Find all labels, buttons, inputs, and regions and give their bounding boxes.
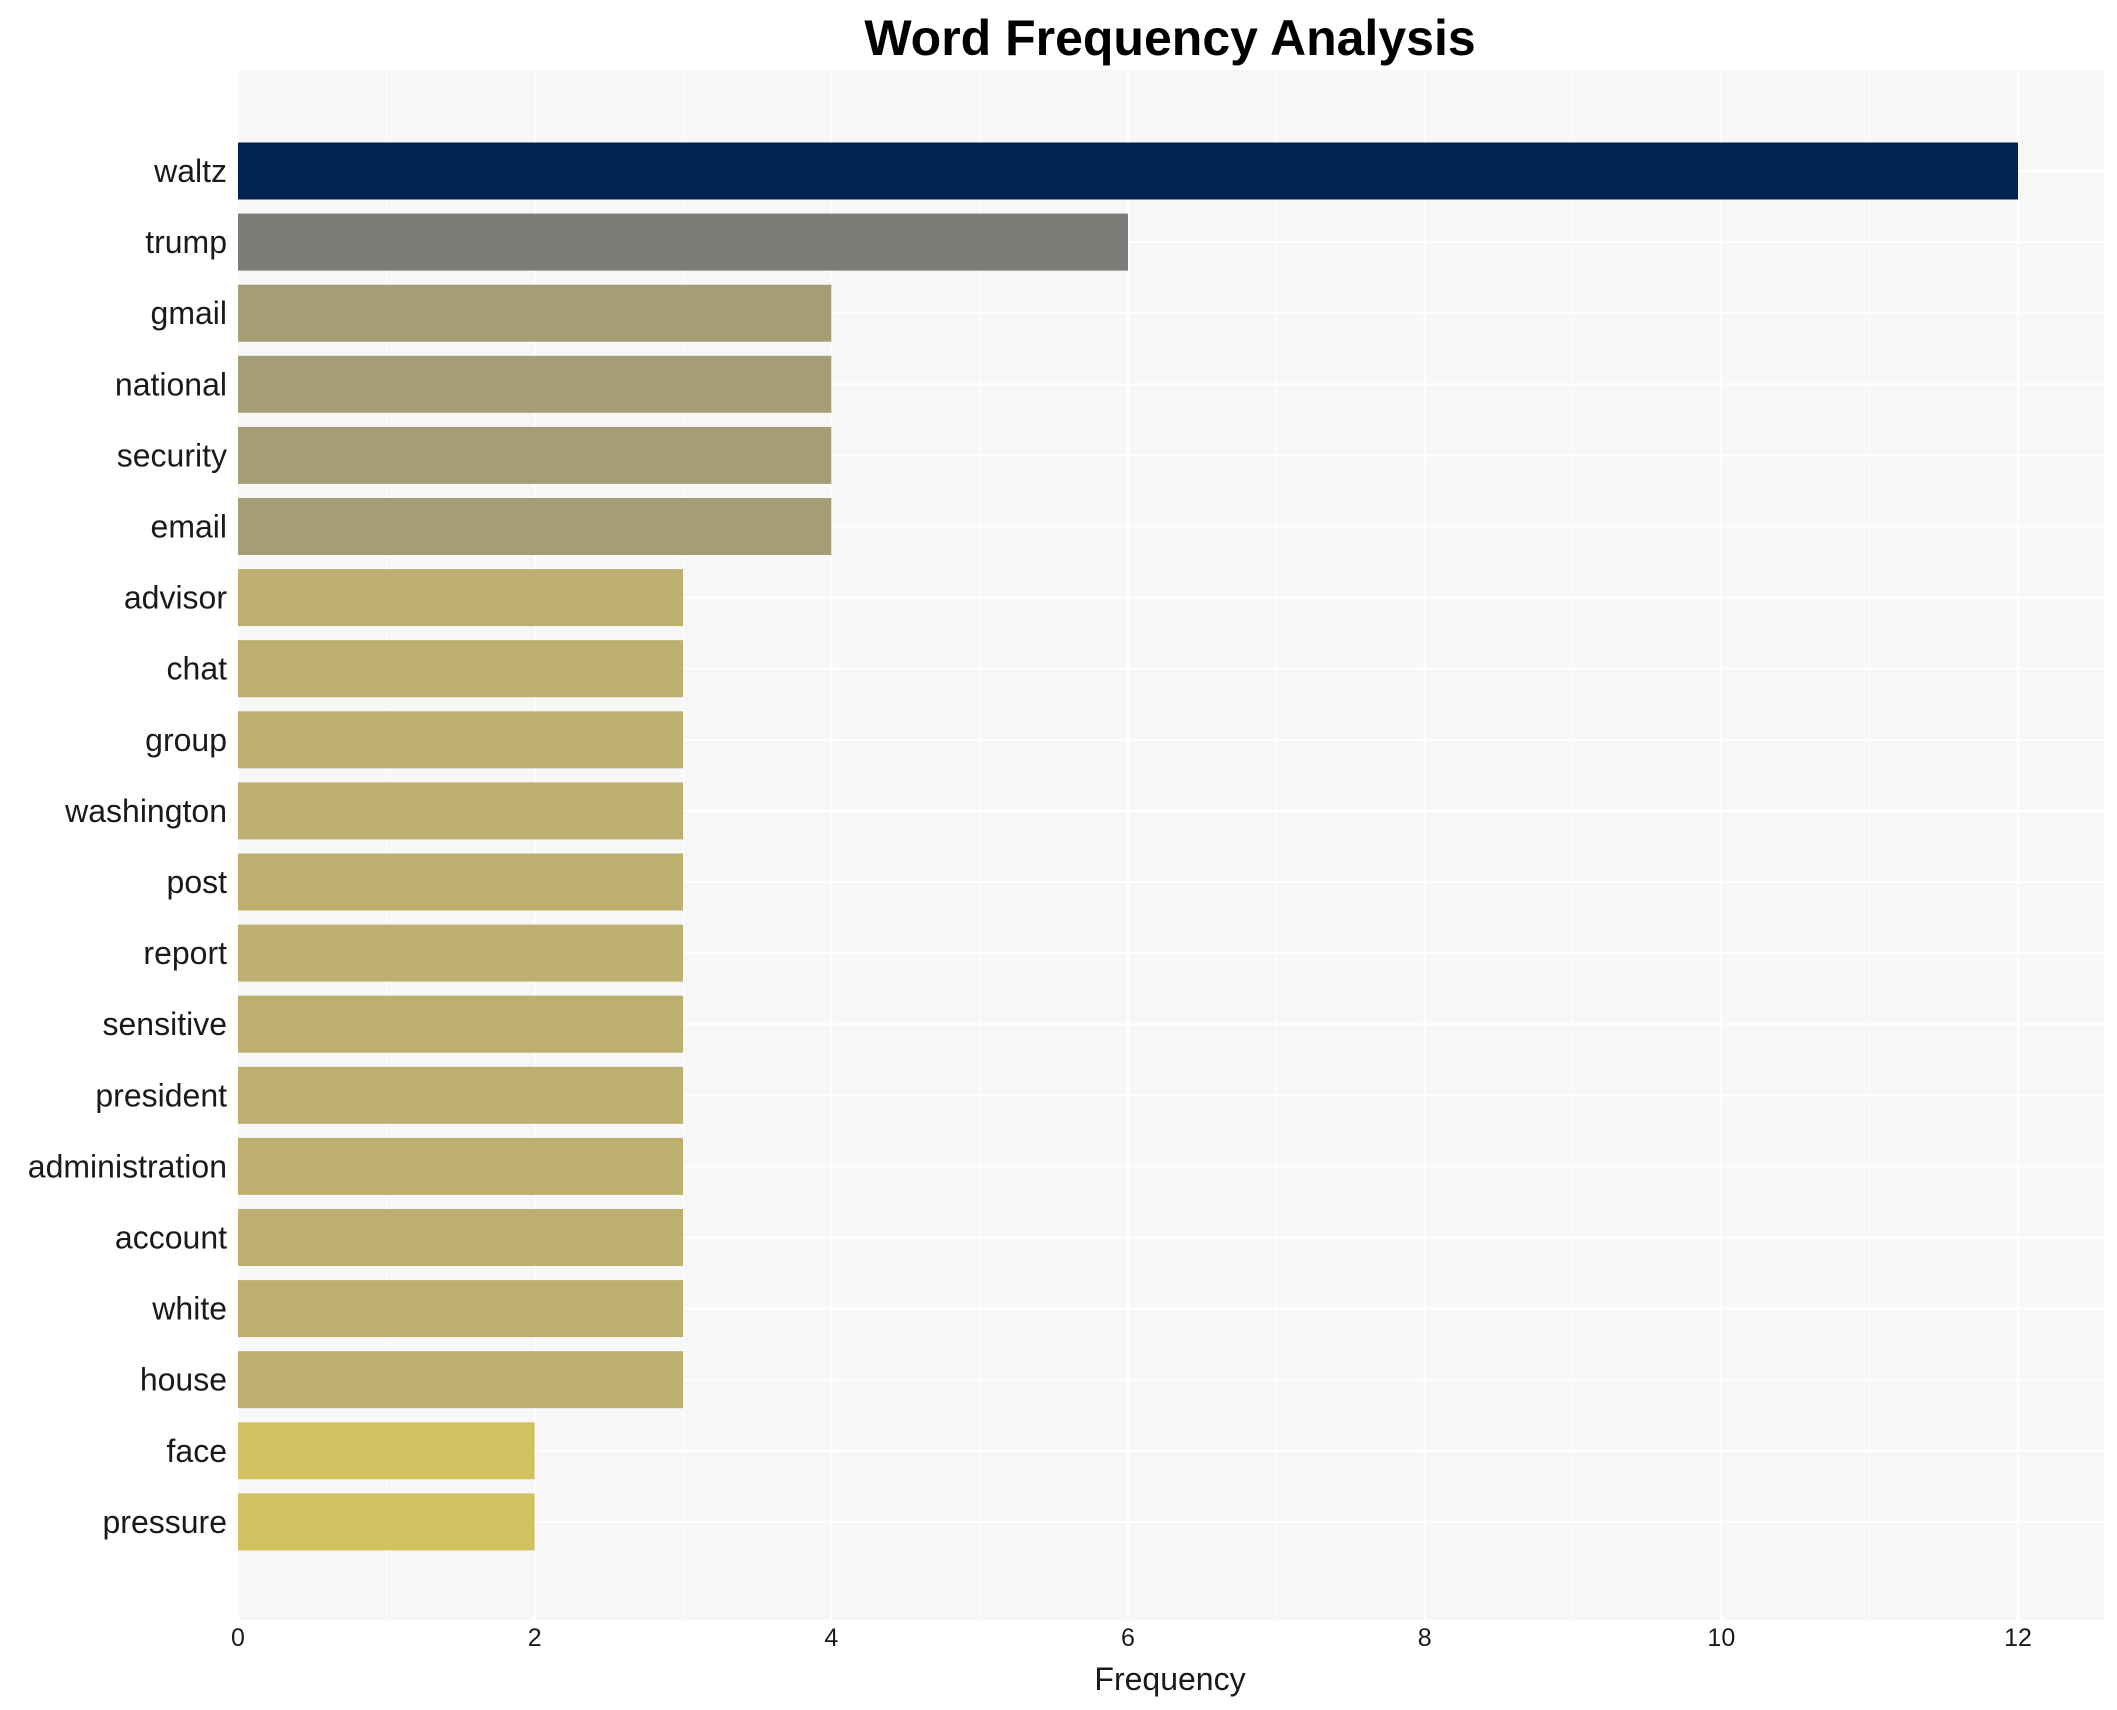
category-label-sensitive: sensitive (103, 1006, 228, 1042)
category-label-advisor: advisor (124, 580, 228, 616)
grid-lines (236, 70, 2104, 1620)
bar-pressure (238, 1493, 535, 1551)
bar-president (238, 1066, 683, 1124)
bar-administration (238, 1137, 683, 1195)
x-tick-label: 2 (528, 1624, 542, 1652)
category-label-chat: chat (167, 651, 228, 687)
category-label-national: national (115, 366, 227, 402)
bar-waltz (238, 142, 2018, 200)
category-label-president: president (95, 1077, 227, 1113)
bar-advisor (238, 569, 683, 627)
bar-account (238, 1209, 683, 1266)
category-label-waltz: waltz (153, 153, 227, 189)
bars (238, 142, 2018, 1551)
bar-post (238, 853, 683, 911)
bar-report (238, 924, 683, 982)
category-label-pressure: pressure (103, 1504, 228, 1540)
bar-email (238, 498, 832, 555)
category-label-gmail: gmail (151, 295, 227, 331)
bar-sensitive (238, 995, 683, 1053)
category-label-house: house (140, 1362, 227, 1398)
category-label-administration: administration (28, 1148, 227, 1184)
x-axis-ticks: 0 2 4 6 8 10 12 (231, 1624, 2032, 1652)
category-label-post: post (167, 864, 228, 900)
bar-washington (238, 782, 683, 840)
category-label-report: report (143, 935, 227, 971)
category-labels: waltz trump gmail national security email advi… (28, 153, 228, 1540)
category-label-trump: trump (145, 224, 227, 260)
category-label-group: group (145, 722, 227, 758)
bar-group (238, 711, 683, 769)
x-tick-label: 6 (1121, 1624, 1135, 1652)
category-label-security: security (117, 437, 227, 473)
category-label-account: account (115, 1220, 227, 1256)
bar-trump (238, 213, 1128, 271)
chart-title: Word Frequency Analysis (864, 10, 1475, 66)
bar-gmail (238, 284, 832, 342)
bar-national (238, 355, 832, 413)
x-tick-label: 0 (231, 1624, 245, 1652)
x-tick-label: 12 (2004, 1624, 2032, 1652)
x-tick-label: 4 (824, 1624, 838, 1652)
x-axis-title: Frequency (1094, 1661, 1245, 1697)
x-tick-label: 8 (1418, 1624, 1432, 1652)
category-label-washington: washington (64, 793, 227, 829)
bar-house (238, 1351, 683, 1409)
category-label-face: face (167, 1433, 227, 1469)
bar-chat (238, 640, 683, 698)
bar-white (238, 1280, 683, 1338)
category-label-email: email (151, 509, 227, 545)
x-tick-label: 10 (1707, 1624, 1735, 1652)
bar-face (238, 1422, 535, 1480)
category-label-white: white (151, 1291, 227, 1327)
bar-security (238, 426, 832, 484)
